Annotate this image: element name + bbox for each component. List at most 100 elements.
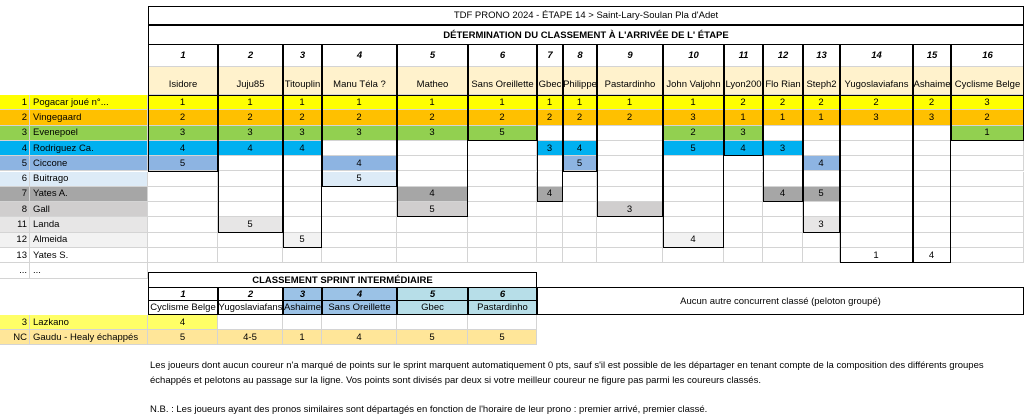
- border-line: [763, 45, 764, 203]
- pick-cell: [724, 202, 763, 218]
- rider-name: Ciccone: [30, 156, 148, 172]
- pick-cell: 2: [763, 95, 803, 111]
- pick-cell: [322, 248, 397, 264]
- sprint-value: 1: [283, 330, 322, 345]
- rider-name: Pogacar joué n°...: [30, 95, 148, 111]
- border-line: [537, 201, 563, 203]
- border-line: [148, 45, 149, 172]
- rider-name: Rodriguez Ca.: [30, 140, 148, 157]
- pick-cell: [840, 202, 913, 218]
- pick-cell: [763, 232, 803, 248]
- pick-cell: [148, 232, 218, 248]
- border-line: [724, 155, 763, 157]
- pick-cell: [913, 217, 951, 233]
- sprint-player: Cyclisme Belge: [148, 300, 218, 315]
- player-number: 8: [563, 45, 597, 67]
- pick-cell: 4: [397, 186, 468, 203]
- pick-cell: 3: [283, 125, 322, 141]
- pick-cell: [951, 171, 1024, 187]
- pick-cell: [763, 248, 803, 264]
- sprint-value: 5: [148, 330, 218, 345]
- sprint-rider: Gaudu - Healy échappés: [30, 330, 148, 345]
- border-line: [840, 262, 913, 264]
- rider-rank: 4: [0, 140, 30, 157]
- pick-cell: [468, 202, 537, 218]
- pick-cell: [322, 217, 397, 233]
- border-line: [396, 45, 397, 187]
- pick-cell: [803, 202, 840, 218]
- pick-cell: [663, 217, 724, 233]
- pick-cell: 4: [218, 140, 283, 157]
- sprint-rank: NC: [0, 330, 30, 345]
- pick-cell: [218, 202, 283, 218]
- rider-rank: 8: [0, 202, 30, 218]
- border-line: [148, 95, 1024, 96]
- pick-cell: 2: [283, 110, 322, 126]
- pick-cell: 2: [840, 95, 913, 111]
- sprint-number: 1: [148, 287, 218, 301]
- border-line: [283, 247, 322, 248]
- pick-cell: [840, 156, 913, 172]
- player-name: Isidore: [148, 67, 218, 95]
- rider-rank: 5: [0, 156, 30, 172]
- sheet-title: TDF PRONO 2024 - ÉTAPE 14 > Saint-Lary-S…: [148, 6, 1024, 25]
- pick-cell: [951, 156, 1024, 172]
- border-line: [723, 45, 724, 248]
- pick-cell: [840, 171, 913, 187]
- ellipsis: ...: [0, 263, 30, 279]
- pick-cell: [563, 232, 597, 248]
- pick-cell: 4: [283, 140, 322, 157]
- pick-cell: [148, 248, 218, 264]
- border-line: [218, 45, 219, 233]
- border-line: [597, 45, 598, 218]
- pick-cell: [724, 217, 763, 233]
- pick-cell: [322, 232, 397, 248]
- pick-cell: [468, 186, 537, 203]
- border-line: [562, 45, 563, 203]
- pick-cell: [537, 125, 563, 141]
- pick-cell: [663, 202, 724, 218]
- pick-cell: [537, 156, 563, 172]
- rider-name: Landa: [30, 217, 148, 233]
- sprint-value: [283, 315, 322, 330]
- pick-cell: [803, 248, 840, 264]
- player-number: 12: [763, 45, 803, 67]
- pick-cell: 4: [663, 232, 724, 248]
- pick-cell: 4: [724, 140, 763, 157]
- pick-cell: [468, 232, 537, 248]
- player-number: 9: [597, 45, 663, 67]
- border-line: [217, 45, 218, 172]
- pick-cell: [148, 202, 218, 218]
- pick-cell: [724, 156, 763, 172]
- sprint-number: 5: [397, 287, 468, 301]
- border-line: [950, 45, 951, 264]
- pick-cell: 5: [803, 186, 840, 203]
- pick-cell: 5: [322, 171, 397, 187]
- border-line: [839, 45, 840, 233]
- pick-cell: [597, 248, 663, 264]
- sprint-player: Yugoslaviafans: [218, 300, 283, 315]
- pick-cell: 2: [468, 110, 537, 126]
- sprint-number: 2: [218, 287, 283, 301]
- sprint-value: [322, 315, 397, 330]
- border-line: [321, 45, 322, 248]
- pick-cell: [913, 232, 951, 248]
- pick-cell: 2: [537, 110, 563, 126]
- pick-cell: [803, 171, 840, 187]
- pick-cell: [397, 156, 468, 172]
- sprint-value: [218, 315, 283, 330]
- border-line: [397, 45, 398, 218]
- border-line: [563, 45, 564, 172]
- sprint-player: Pastardinho: [468, 300, 537, 315]
- border-line: [663, 45, 664, 248]
- pick-cell: [763, 125, 803, 141]
- pick-cell: [468, 217, 537, 233]
- border-line: [283, 45, 284, 248]
- pick-cell: 5: [563, 156, 597, 172]
- player-number: 1: [148, 45, 218, 67]
- pick-cell: [840, 140, 913, 157]
- pick-cell: 1: [283, 95, 322, 111]
- border-line: [803, 45, 804, 233]
- player-number: 10: [663, 45, 724, 67]
- border-line: [322, 45, 323, 187]
